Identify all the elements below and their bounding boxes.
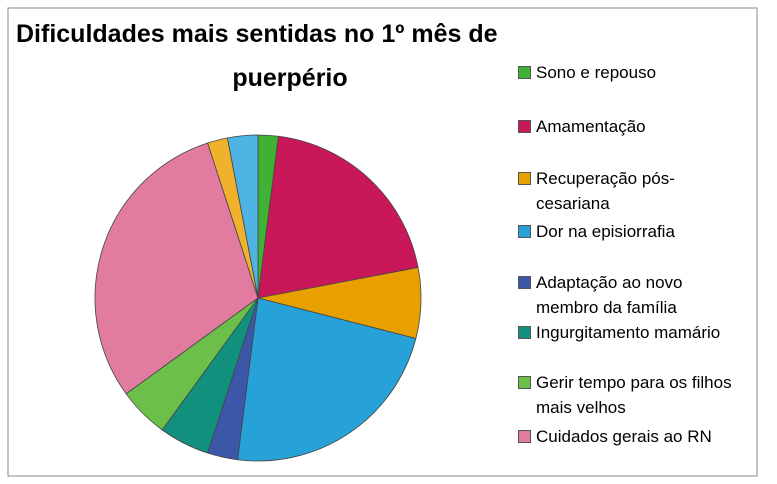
legend-item: Dor na episiorrafia — [518, 219, 748, 244]
legend-label: Sono e repouso — [536, 63, 657, 82]
legend-item: Ingurgitamento mamário — [518, 320, 748, 345]
pie-slice — [226, 134, 259, 299]
legend-item: Amamentação — [518, 114, 748, 139]
legend-item: Adaptação ao novo membro da família — [518, 270, 748, 320]
legend-label: Amamentação — [536, 117, 646, 136]
legend-swatch — [518, 276, 531, 289]
legend-swatch — [518, 120, 531, 133]
pie-slice — [94, 142, 259, 395]
legend-swatch — [518, 326, 531, 339]
legend-label: Recuperação pós-cesariana — [536, 169, 675, 213]
pie-slice — [257, 135, 419, 299]
legend-item: Cuidados gerais ao RN — [518, 424, 748, 449]
chart-title: Dificuldades mais sentidas no 1º mês de — [16, 20, 498, 48]
pie-slice — [237, 297, 417, 462]
legend-item: Recuperação pós-cesariana — [518, 166, 748, 216]
legend-label: Adaptação ao novo membro da família — [536, 273, 683, 317]
legend-item: Sono e repouso — [518, 60, 748, 85]
legend-label: Ingurgitamento mamário — [536, 323, 721, 342]
legend-swatch — [518, 376, 531, 389]
legend-label: Dor na episiorrafia — [536, 222, 675, 241]
legend-item: Gerir tempo para os filhos mais velhos — [518, 370, 748, 420]
chart-title: puerpério — [232, 64, 347, 92]
legend-swatch — [518, 225, 531, 238]
legend-label: Cuidados gerais ao RN — [536, 427, 712, 446]
legend-swatch — [518, 430, 531, 443]
legend-label: Gerir tempo para os filhos mais velhos — [536, 373, 732, 417]
legend-swatch — [518, 66, 531, 79]
legend-swatch — [518, 172, 531, 185]
